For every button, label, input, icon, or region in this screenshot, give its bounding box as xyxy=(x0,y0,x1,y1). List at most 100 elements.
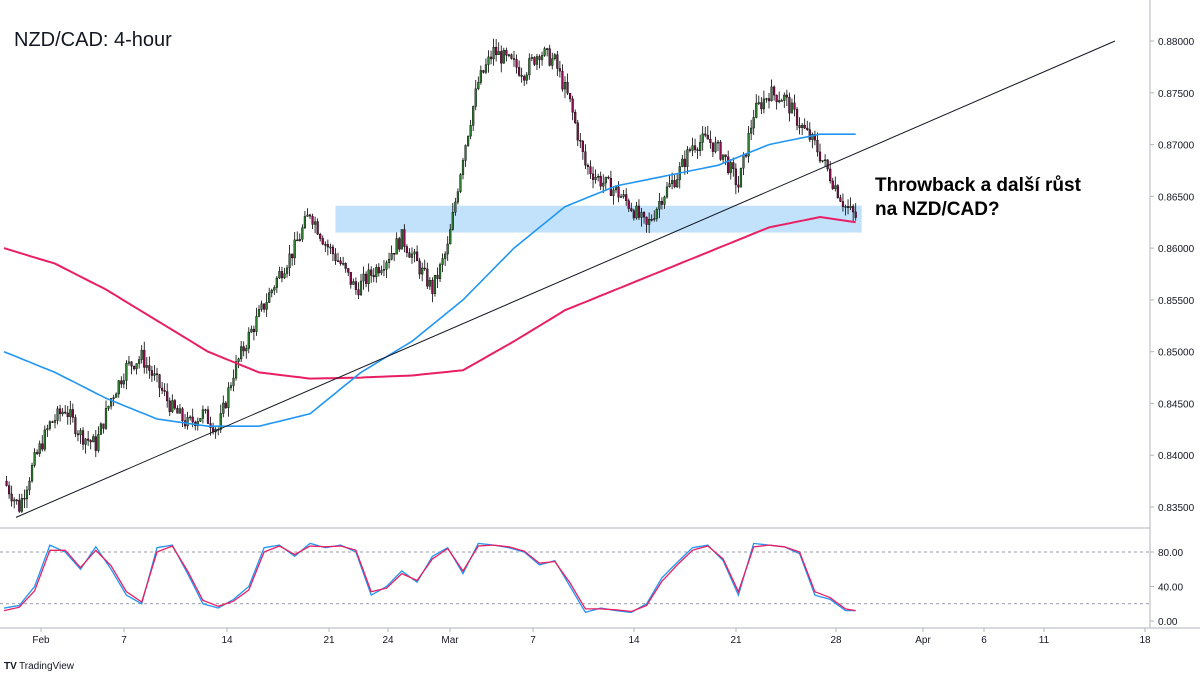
candle-body xyxy=(71,409,74,418)
candle-body xyxy=(324,243,327,246)
candle-body xyxy=(604,176,607,184)
candle-body xyxy=(10,493,13,502)
candle-body xyxy=(51,421,54,423)
candle xyxy=(642,211,646,224)
time-tick-label: 21 xyxy=(730,635,742,646)
candle xyxy=(724,154,727,166)
candle xyxy=(125,360,128,390)
candle-body xyxy=(347,268,350,273)
candle-body xyxy=(385,262,388,270)
candle xyxy=(655,207,658,222)
candle xyxy=(140,345,143,364)
candle-body xyxy=(795,109,799,126)
candle-body xyxy=(390,253,393,260)
candle xyxy=(591,166,595,189)
candle xyxy=(405,244,408,258)
candle-body xyxy=(818,151,822,162)
candle-body xyxy=(204,409,207,411)
candle-body xyxy=(770,86,773,102)
candle xyxy=(362,266,365,290)
candle xyxy=(500,45,503,73)
candle xyxy=(206,406,210,424)
candle-body xyxy=(535,56,539,65)
candle xyxy=(449,223,452,245)
candle xyxy=(321,235,324,246)
candle xyxy=(234,354,238,381)
candle xyxy=(586,163,590,175)
candle-body xyxy=(117,380,120,395)
candle-body xyxy=(339,260,342,264)
candle-body xyxy=(454,201,457,213)
candle-body xyxy=(757,102,760,104)
candle-body xyxy=(464,145,467,161)
time-tick-label: Feb xyxy=(32,635,50,646)
candle xyxy=(18,493,21,513)
candle xyxy=(469,119,472,140)
candle-body xyxy=(252,328,255,332)
candle xyxy=(263,303,266,313)
candle-body xyxy=(362,273,365,282)
candle xyxy=(413,249,416,263)
candle xyxy=(528,53,531,80)
candle-body xyxy=(852,206,855,213)
candle xyxy=(691,137,694,157)
candle xyxy=(357,282,360,299)
candle-body xyxy=(627,200,630,209)
candle xyxy=(155,367,159,383)
candle xyxy=(693,138,697,153)
candle-body xyxy=(382,269,386,271)
candle-body xyxy=(780,100,783,102)
candle xyxy=(589,160,592,179)
candle xyxy=(551,52,554,70)
candle xyxy=(444,251,447,267)
candle xyxy=(765,97,768,103)
trendline xyxy=(15,40,1116,518)
candle-body xyxy=(23,498,26,500)
candle-body xyxy=(275,277,278,288)
price-tick-label: 0.83500 xyxy=(1158,503,1195,514)
candle-body xyxy=(308,214,312,217)
candle-body xyxy=(66,412,69,417)
candle-body xyxy=(538,56,541,60)
candle xyxy=(92,434,95,443)
candle xyxy=(474,79,477,111)
candle-body xyxy=(495,46,498,55)
candle xyxy=(158,373,161,398)
candle xyxy=(237,357,240,369)
candle xyxy=(428,277,431,290)
candle-body xyxy=(762,98,765,110)
candle xyxy=(650,214,653,222)
candle xyxy=(336,252,340,262)
candle-body xyxy=(739,167,743,188)
candle xyxy=(359,273,363,296)
candle xyxy=(637,199,641,220)
candle-body xyxy=(349,272,352,285)
candle-body xyxy=(551,58,554,66)
candle xyxy=(421,262,424,282)
candle xyxy=(79,428,82,444)
candle-body xyxy=(377,267,380,274)
candle-body xyxy=(367,269,370,284)
candle xyxy=(171,394,174,414)
candle xyxy=(630,202,633,213)
candle xyxy=(520,67,523,83)
candle-body xyxy=(563,81,567,90)
candle-body xyxy=(788,96,791,114)
candle xyxy=(252,325,255,341)
candle xyxy=(354,277,357,295)
candle xyxy=(273,285,276,296)
moving-averages xyxy=(3,133,856,427)
candle-body xyxy=(150,370,153,376)
tradingview-logo: TV TradingView xyxy=(4,661,75,672)
candle xyxy=(84,438,87,454)
candle-body xyxy=(186,417,189,427)
candle xyxy=(530,54,533,62)
candle-body xyxy=(342,263,345,265)
candle xyxy=(688,147,692,153)
candle xyxy=(757,95,760,106)
candle xyxy=(81,427,85,450)
candle-body xyxy=(94,436,97,451)
candle-body xyxy=(752,117,755,129)
candle-body xyxy=(99,423,102,435)
